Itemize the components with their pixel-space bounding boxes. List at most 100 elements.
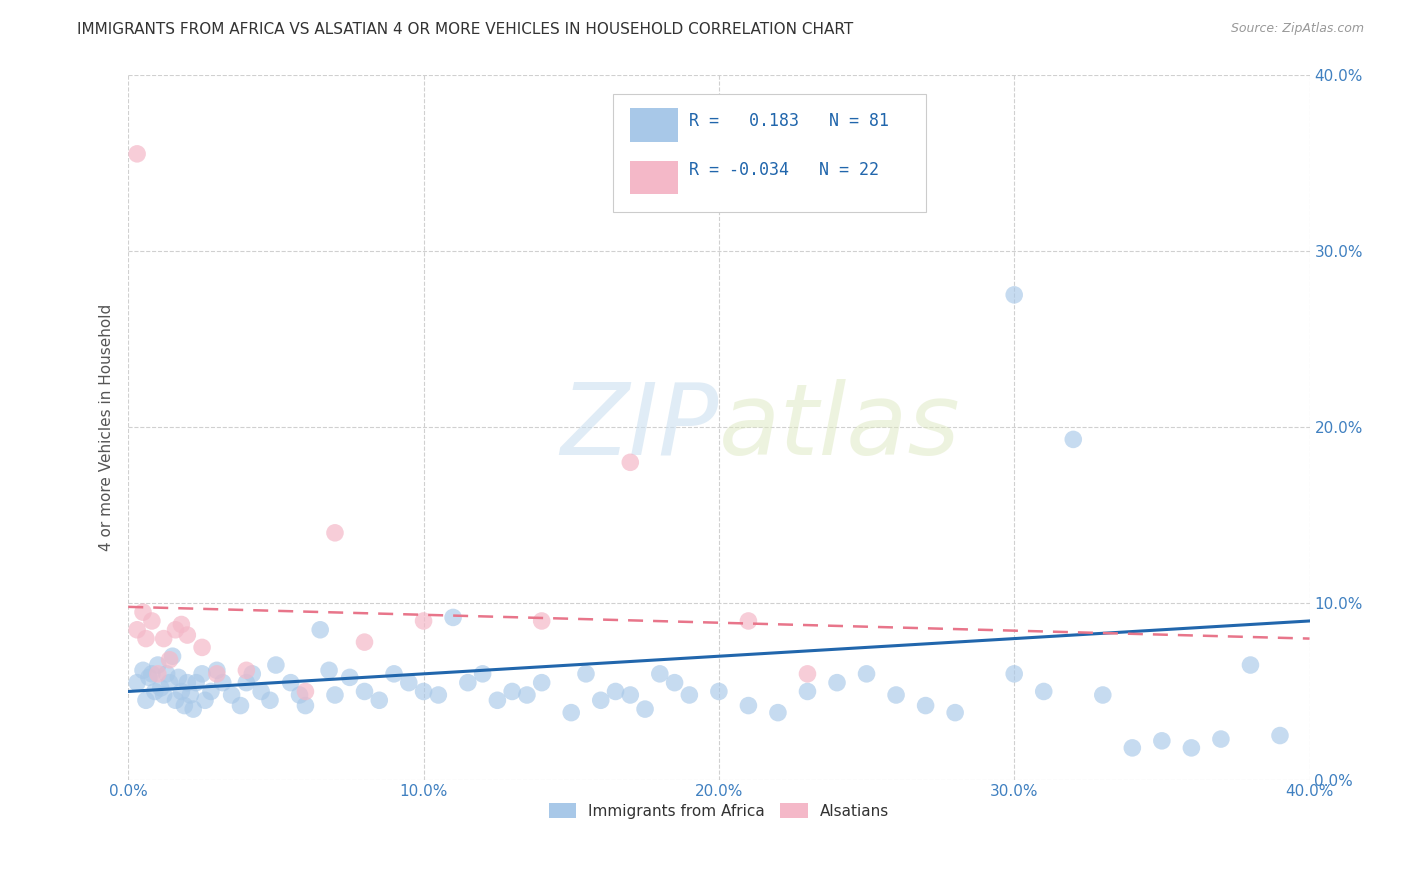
Point	[619, 455, 641, 469]
Point	[240, 666, 263, 681]
Point	[288, 688, 311, 702]
Point	[176, 628, 198, 642]
Point	[235, 663, 257, 677]
Point	[205, 666, 228, 681]
Point	[486, 693, 509, 707]
Point	[294, 684, 316, 698]
Point	[1180, 740, 1202, 755]
Point	[1062, 433, 1084, 447]
Point	[235, 675, 257, 690]
Point	[191, 666, 214, 681]
Point	[205, 663, 228, 677]
Point	[149, 681, 172, 695]
Point	[619, 688, 641, 702]
Text: Source: ZipAtlas.com: Source: ZipAtlas.com	[1230, 22, 1364, 36]
Point	[605, 684, 627, 698]
Point	[427, 688, 450, 702]
Point	[471, 666, 494, 681]
Point	[368, 693, 391, 707]
Point	[353, 684, 375, 698]
Point	[560, 706, 582, 720]
Point	[648, 666, 671, 681]
Legend: Immigrants from Africa, Alsatians: Immigrants from Africa, Alsatians	[543, 797, 896, 825]
Point	[135, 632, 157, 646]
Point	[825, 675, 848, 690]
Point	[229, 698, 252, 713]
Point	[737, 698, 759, 713]
Point	[1032, 684, 1054, 698]
FancyBboxPatch shape	[630, 108, 678, 142]
Point	[211, 675, 233, 690]
Point	[309, 623, 332, 637]
Point	[678, 688, 700, 702]
Point	[162, 649, 184, 664]
Point	[457, 675, 479, 690]
Point	[382, 666, 405, 681]
Point	[634, 702, 657, 716]
Point	[127, 146, 149, 161]
Point	[259, 693, 281, 707]
Text: R = -0.034   N = 22: R = -0.034 N = 22	[689, 161, 879, 179]
Point	[441, 610, 464, 624]
Point	[156, 666, 179, 681]
Point	[575, 666, 598, 681]
Point	[141, 666, 163, 681]
Point	[165, 623, 187, 637]
Point	[221, 688, 243, 702]
Point	[200, 684, 222, 698]
Point	[146, 666, 169, 681]
Point	[412, 684, 434, 698]
Point	[280, 675, 302, 690]
Point	[127, 675, 149, 690]
Point	[1002, 666, 1025, 681]
Point	[132, 605, 155, 619]
Point	[855, 666, 877, 681]
Point	[530, 614, 553, 628]
Point	[173, 698, 195, 713]
Point	[796, 684, 818, 698]
Text: atlas: atlas	[718, 378, 960, 475]
Point	[250, 684, 273, 698]
Point	[143, 684, 166, 698]
Point	[191, 640, 214, 655]
Point	[1121, 740, 1143, 755]
Point	[159, 675, 181, 690]
Point	[323, 525, 346, 540]
Point	[530, 675, 553, 690]
Point	[412, 614, 434, 628]
FancyBboxPatch shape	[630, 161, 678, 194]
Point	[1150, 734, 1173, 748]
Point	[737, 614, 759, 628]
Point	[1268, 729, 1291, 743]
Text: ZIP: ZIP	[561, 378, 718, 475]
Point	[796, 666, 818, 681]
Point	[323, 688, 346, 702]
Point	[664, 675, 686, 690]
Point	[1209, 732, 1232, 747]
Point	[318, 663, 340, 677]
Point	[152, 632, 174, 646]
Point	[884, 688, 907, 702]
Point	[516, 688, 538, 702]
Point	[170, 684, 193, 698]
Point	[170, 617, 193, 632]
Point	[127, 623, 149, 637]
Point	[943, 706, 966, 720]
Point	[398, 675, 420, 690]
Point	[176, 675, 198, 690]
FancyBboxPatch shape	[613, 94, 925, 212]
Point	[589, 693, 612, 707]
Point	[135, 693, 157, 707]
Point	[167, 670, 190, 684]
Point	[181, 702, 204, 716]
Point	[194, 693, 217, 707]
Point	[294, 698, 316, 713]
Point	[141, 614, 163, 628]
Point	[264, 658, 287, 673]
Point	[1239, 658, 1261, 673]
Y-axis label: 4 or more Vehicles in Household: 4 or more Vehicles in Household	[100, 303, 114, 550]
Point	[339, 670, 361, 684]
Point	[1091, 688, 1114, 702]
Text: R =   0.183   N = 81: R = 0.183 N = 81	[689, 112, 890, 130]
Point	[353, 635, 375, 649]
